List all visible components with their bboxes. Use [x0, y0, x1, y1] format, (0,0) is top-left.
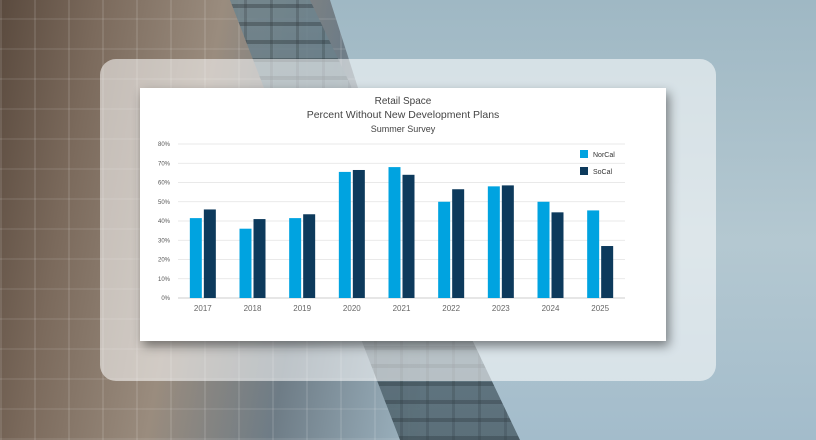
bar-socal-2018	[253, 219, 266, 298]
x-tick-label: 2019	[293, 304, 311, 313]
bar-norcal-2025	[587, 210, 600, 298]
legend-swatch-socal	[580, 167, 588, 175]
y-axis: 0% 10% 20% 30% 40% 50% 60% 70% 80%	[158, 142, 171, 302]
bar-socal-2019	[303, 214, 316, 298]
bar-norcal-2017	[189, 218, 202, 298]
chart-card: Retail Space Percent Without New Develop…	[140, 88, 666, 341]
legend: NorCal SoCal	[580, 150, 615, 176]
bar-socal-2023	[501, 185, 514, 298]
y-tick-label: 60%	[158, 181, 171, 187]
gridlines	[178, 143, 625, 299]
y-tick-label: 80%	[158, 142, 171, 148]
chart-title: Retail Space	[375, 96, 432, 107]
y-tick-label: 30%	[158, 238, 171, 244]
x-tick-label: 2017	[194, 304, 212, 313]
y-tick-label: 40%	[158, 219, 171, 225]
bar-norcal-2020	[338, 171, 351, 298]
chart-subtitle: Percent Without New Development Plans	[307, 109, 500, 121]
bar-chart: Retail Space Percent Without New Develop…	[158, 96, 625, 313]
x-tick-label: 2021	[393, 304, 411, 313]
bars	[189, 167, 614, 298]
y-tick-label: 70%	[158, 161, 171, 167]
bar-socal-2017	[203, 209, 216, 298]
bar-socal-2022	[452, 189, 465, 298]
x-tick-label: 2023	[492, 304, 510, 313]
bar-socal-2020	[352, 169, 365, 298]
legend-label-socal: SoCal	[593, 169, 613, 176]
bar-norcal-2022	[438, 201, 451, 298]
x-tick-label: 2022	[442, 304, 460, 313]
bar-socal-2021	[402, 174, 415, 298]
x-tick-label: 2020	[343, 304, 361, 313]
y-tick-label: 50%	[158, 200, 171, 206]
x-axis: 2017 2018 2019 2020 2021 2022 2023 2024 2025	[194, 304, 610, 313]
x-tick-label: 2025	[591, 304, 609, 313]
bar-socal-2024	[551, 212, 564, 298]
y-tick-label: 0%	[161, 296, 170, 302]
bar-socal-2025	[601, 246, 614, 298]
legend-swatch-norcal	[580, 150, 588, 158]
x-tick-label: 2018	[244, 304, 262, 313]
y-tick-label: 20%	[158, 258, 171, 264]
bar-norcal-2021	[388, 167, 401, 298]
bar-norcal-2018	[239, 228, 252, 298]
bar-norcal-2019	[289, 218, 302, 298]
bar-norcal-2024	[537, 201, 550, 298]
x-tick-label: 2024	[542, 304, 560, 313]
legend-label-norcal: NorCal	[593, 152, 615, 159]
y-tick-label: 10%	[158, 277, 171, 283]
chart-subtitle-survey: Summer Survey	[371, 124, 436, 134]
bar-norcal-2023	[487, 186, 500, 298]
